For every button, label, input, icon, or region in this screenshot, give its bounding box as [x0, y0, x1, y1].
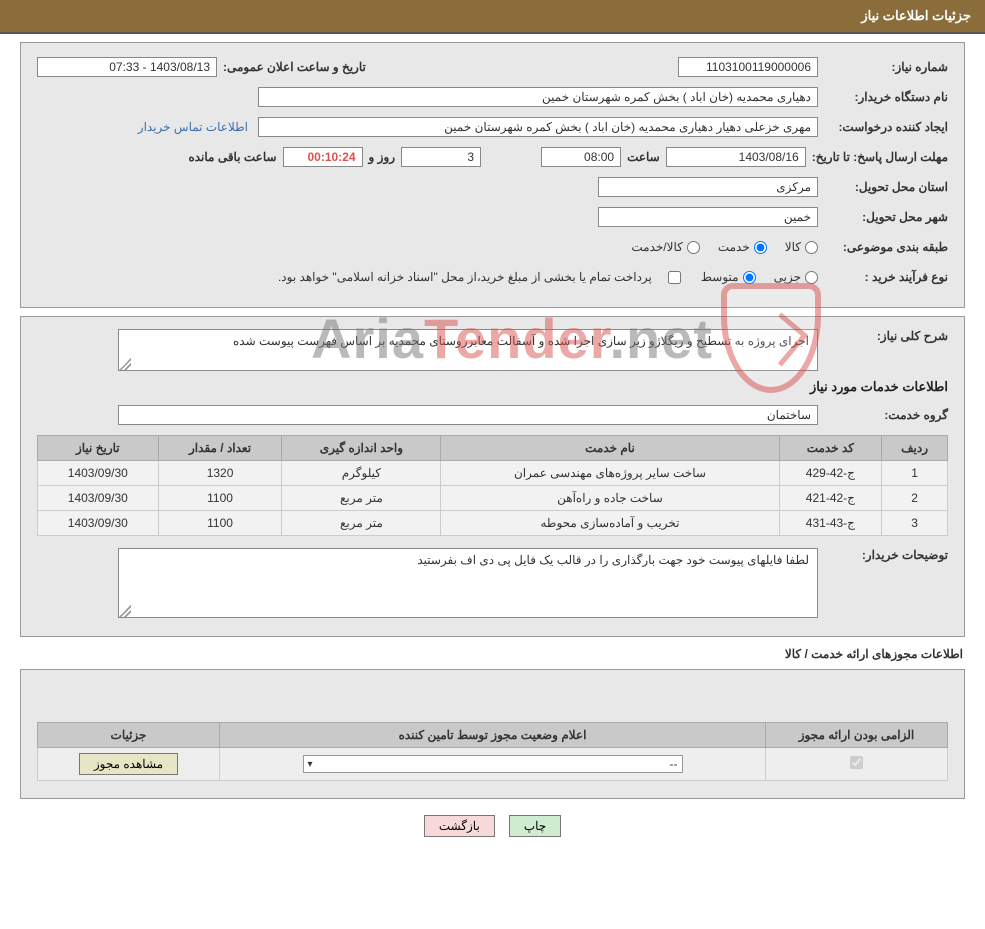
radio-goods[interactable]: کالا: [785, 240, 818, 254]
table-cell: کیلوگرم: [282, 461, 441, 486]
th-status: اعلام وضعیت مجوز توسط تامین کننده: [220, 723, 766, 748]
footer-buttons: چاپ بازگشت: [0, 815, 985, 837]
buyer-notes-text: لطفا فایلهای پیوست خود جهت بارگذاری را د…: [118, 548, 818, 618]
table-cell: 1403/09/30: [38, 461, 159, 486]
services-heading: اطلاعات خدمات مورد نیاز: [37, 379, 948, 395]
th-mandatory: الزامی بودن ارائه مجوز: [766, 723, 948, 748]
mandatory-checkbox: [850, 756, 863, 769]
buyer-notes-label: توضیحات خریدار:: [818, 548, 948, 562]
table-cell: ج-43-431: [779, 511, 882, 536]
table-cell: ج-42-421: [779, 486, 882, 511]
table-cell: 1100: [158, 486, 282, 511]
license-table: الزامی بودن ارائه مجوز اعلام وضعیت مجوز …: [37, 722, 948, 781]
deadline-label: مهلت ارسال پاسخ: تا تاریخ:: [806, 150, 948, 164]
buyer-contact-link[interactable]: اطلاعات تماس خریدار: [138, 120, 258, 134]
days-value: 3: [401, 147, 481, 167]
table-cell: ج-42-429: [779, 461, 882, 486]
buyer-org-label: نام دستگاه خریدار:: [818, 90, 948, 104]
table-cell: 1320: [158, 461, 282, 486]
radio-medium-input[interactable]: [743, 271, 756, 284]
countdown-timer: 00:10:24: [283, 147, 363, 167]
subject-class-radios: کالا خدمت کالا/خدمت: [631, 240, 818, 254]
status-select[interactable]: -- ▾: [303, 755, 683, 773]
time-label: ساعت: [621, 150, 666, 164]
overall-desc-text: اجرای پروژه به تسطیح و ریگلاژو زیر سازی …: [118, 329, 818, 371]
city-label: شهر محل تحویل:: [818, 210, 948, 224]
th-date: تاریخ نیاز: [38, 436, 159, 461]
th-unit: واحد اندازه گیری: [282, 436, 441, 461]
th-details: جزئیات: [38, 723, 220, 748]
table-row: 3ج-43-431تخریب و آماده‌سازی محوطهمتر مرب…: [38, 511, 948, 536]
chevron-down-icon: ▾: [308, 759, 313, 770]
subject-class-label: طبقه بندی موضوعی:: [818, 240, 948, 254]
table-cell: 1: [882, 461, 948, 486]
purchase-type-radios: جزیی متوسط: [701, 270, 818, 284]
license-row: -- ▾ مشاهده مجوز: [38, 748, 948, 781]
back-button[interactable]: بازگشت: [424, 815, 495, 837]
payment-note-check[interactable]: پرداخت تمام یا بخشی از مبلغ خرید،از محل …: [278, 270, 681, 284]
requester-label: ایجاد کننده درخواست:: [818, 120, 948, 134]
service-group-value: ساختمان: [118, 405, 818, 425]
province-label: استان محل تحویل:: [818, 180, 948, 194]
table-cell: 2: [882, 486, 948, 511]
table-cell: تخریب و آماده‌سازی محوطه: [441, 511, 779, 536]
th-row: ردیف: [882, 436, 948, 461]
radio-medium[interactable]: متوسط: [701, 270, 756, 284]
buyer-org-value: دهیاری محمدیه (خان اباد ) بخش کمره شهرست…: [258, 87, 818, 107]
radio-service[interactable]: خدمت: [718, 240, 767, 254]
table-cell: 3: [882, 511, 948, 536]
radio-service-input[interactable]: [754, 241, 767, 254]
view-license-button[interactable]: مشاهده مجوز: [79, 753, 178, 775]
table-row: 2ج-42-421ساخت جاده و راه‌آهنمتر مربع1100…: [38, 486, 948, 511]
th-qty: تعداد / مقدار: [158, 436, 282, 461]
page-header: جزئیات اطلاعات نیاز: [0, 0, 985, 34]
th-name: نام خدمت: [441, 436, 779, 461]
table-cell: ساخت سایر پروژه‌های مهندسی عمران: [441, 461, 779, 486]
license-section: الزامی بودن ارائه مجوز اعلام وضعیت مجوز …: [20, 669, 965, 799]
radio-goods-service[interactable]: کالا/خدمت: [631, 240, 699, 254]
radio-minor[interactable]: جزیی: [774, 270, 818, 284]
deadline-time: 08:00: [541, 147, 621, 167]
radio-goods-input[interactable]: [805, 241, 818, 254]
radio-goods-service-input[interactable]: [687, 241, 700, 254]
need-number-label: شماره نیاز:: [818, 60, 948, 74]
city-value: خمین: [598, 207, 818, 227]
announce-label: تاریخ و ساعت اعلان عمومی:: [217, 60, 372, 74]
table-row: 1ج-42-429ساخت سایر پروژه‌های مهندسی عمرا…: [38, 461, 948, 486]
license-section-title: اطلاعات مجوزهای ارائه خدمت / کالا: [22, 647, 963, 661]
overall-desc-label: شرح کلی نیاز:: [818, 329, 948, 343]
page-title: جزئیات اطلاعات نیاز: [861, 8, 971, 23]
table-cell: ساخت جاده و راه‌آهن: [441, 486, 779, 511]
resize-handle-icon[interactable]: [119, 358, 131, 370]
th-code: کد خدمت: [779, 436, 882, 461]
purchase-type-label: نوع فرآیند خرید :: [818, 270, 948, 284]
service-group-label: گروه خدمت:: [818, 408, 948, 422]
table-cell: 1403/09/30: [38, 486, 159, 511]
need-number-value: 1103100119000006: [678, 57, 818, 77]
print-button[interactable]: چاپ: [509, 815, 561, 837]
need-info-section: AriaTender.net شماره نیاز: 1103100119000…: [20, 42, 965, 308]
table-cell: 1403/09/30: [38, 511, 159, 536]
table-cell: متر مربع: [282, 511, 441, 536]
payment-note-checkbox[interactable]: [668, 271, 681, 284]
table-cell: 1100: [158, 511, 282, 536]
announce-value: 1403/08/13 - 07:33: [37, 57, 217, 77]
resize-handle-icon[interactable]: [119, 605, 131, 617]
radio-minor-input[interactable]: [805, 271, 818, 284]
table-cell: متر مربع: [282, 486, 441, 511]
requester-value: مهری خزعلی دهیار دهیاری محمدیه (خان اباد…: [258, 117, 818, 137]
status-select-value: --: [670, 757, 678, 771]
services-table: ردیف کد خدمت نام خدمت واحد اندازه گیری ت…: [37, 435, 948, 536]
remaining-label: ساعت باقی مانده: [182, 150, 282, 164]
payment-note: پرداخت تمام یا بخشی از مبلغ خرید،از محل …: [278, 270, 652, 284]
province-value: مرکزی: [598, 177, 818, 197]
days-label: روز و: [363, 150, 402, 164]
deadline-date: 1403/08/16: [666, 147, 806, 167]
description-section: شرح کلی نیاز: اجرای پروژه به تسطیح و ریگ…: [20, 316, 965, 637]
